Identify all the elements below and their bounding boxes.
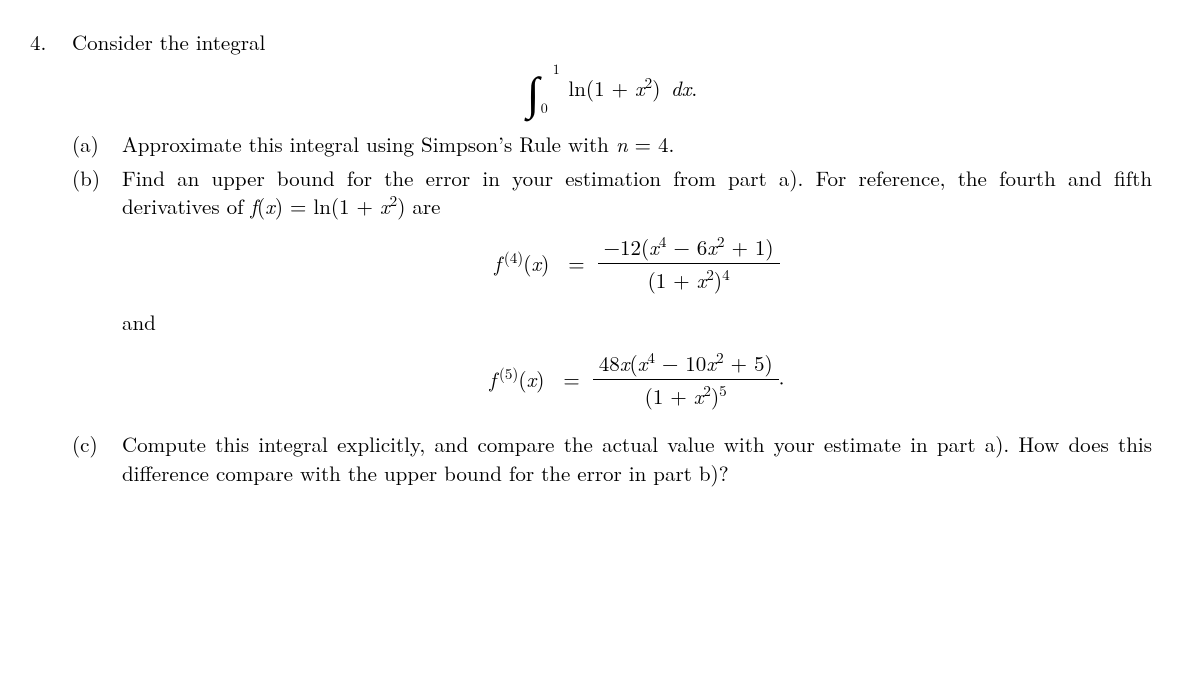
equals-icon: = — [568, 249, 584, 277]
problem-number: 4. — [30, 28, 72, 493]
part-b-text1: Find an upper bound for the error in you… — [122, 164, 1152, 221]
part-c: (c) Compute this integral explicitly, an… — [72, 430, 1152, 487]
f5-trailing-period: . — [779, 361, 785, 391]
problem-4: 4. Consider the integral ∫ 1 0 ln(1 + x2… — [30, 28, 1152, 493]
sub-parts: (a) Approximate this integral using Simp… — [72, 130, 1152, 487]
equation-f4: f (4)(x) = −12(x4 − 6x2 + 1) (1 + x2)4 — [122, 233, 1152, 295]
f4-numerator: −12(x4 − 6x2 + 1) — [598, 233, 780, 264]
integral-upper-limit: 1 — [553, 60, 560, 79]
part-a-label: (a) — [72, 130, 122, 158]
and-text: and — [122, 308, 1152, 336]
part-c-text: Compute this integral explicitly, and co… — [122, 430, 1152, 487]
part-b-body: Find an upper bound for the error in you… — [122, 164, 1152, 424]
f4-fraction: −12(x4 − 6x2 + 1) (1 + x2)4 — [598, 233, 780, 295]
integral-symbol-block: ∫ 1 0 — [527, 64, 540, 111]
f5-fraction: 48x(x4 − 10x2 + 5) (1 + x2)5 — [593, 349, 779, 411]
f4-lhs: f (4)(x) — [494, 249, 549, 277]
part-a-text: Approximate this integral using Simpson’… — [122, 130, 1152, 158]
integral-lower-limit: 0 — [541, 99, 548, 118]
f5-denominator: (1 + x2)5 — [593, 380, 779, 410]
f5-numerator: 48x(x4 − 10x2 + 5) — [593, 349, 779, 380]
f4-denominator: (1 + x2)4 — [598, 264, 780, 294]
integral-icon: ∫ — [527, 68, 540, 114]
display-integral: ∫ 1 0 ln(1 + x2) dx. — [72, 64, 1152, 111]
part-b-label: (b) — [72, 164, 122, 424]
integrand: ln(1 + x2) dx. — [568, 74, 697, 102]
equals-icon: = — [563, 365, 579, 393]
part-a: (a) Approximate this integral using Simp… — [72, 130, 1152, 158]
part-c-label: (c) — [72, 430, 122, 487]
equation-f5: f (5)(x) = 48x(x4 − 10x2 + 5) (1 + x2)5 … — [122, 349, 1152, 411]
problem-intro: Consider the integral — [72, 28, 1152, 56]
f5-lhs: f (5)(x) — [490, 365, 545, 393]
problem-body: Consider the integral ∫ 1 0 ln(1 + x2) d… — [72, 28, 1152, 493]
part-b: (b) Find an upper bound for the error in… — [72, 164, 1152, 424]
page: 4. Consider the integral ∫ 1 0 ln(1 + x2… — [0, 0, 1200, 513]
